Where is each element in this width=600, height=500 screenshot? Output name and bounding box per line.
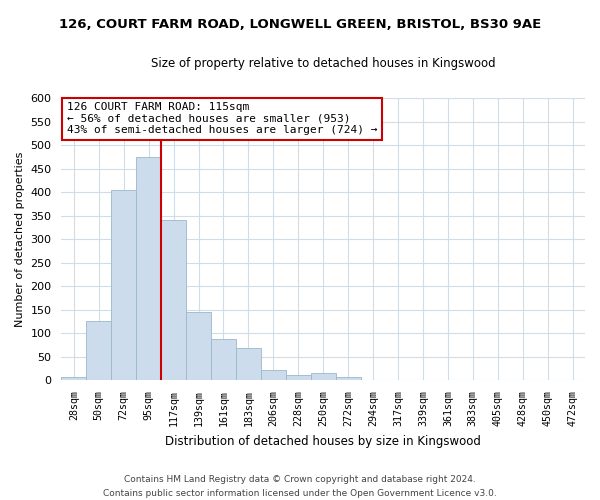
Text: Contains HM Land Registry data © Crown copyright and database right 2024.
Contai: Contains HM Land Registry data © Crown c… xyxy=(103,476,497,498)
Bar xyxy=(186,312,211,380)
X-axis label: Distribution of detached houses by size in Kingswood: Distribution of detached houses by size … xyxy=(165,434,481,448)
Bar xyxy=(261,370,286,380)
Bar xyxy=(335,377,361,380)
Bar xyxy=(311,373,335,380)
Bar xyxy=(61,376,86,380)
Text: 126, COURT FARM ROAD, LONGWELL GREEN, BRISTOL, BS30 9AE: 126, COURT FARM ROAD, LONGWELL GREEN, BR… xyxy=(59,18,541,30)
Bar xyxy=(111,190,136,380)
Bar xyxy=(161,220,186,380)
Bar xyxy=(286,375,311,380)
Y-axis label: Number of detached properties: Number of detached properties xyxy=(15,152,25,327)
Bar xyxy=(236,348,261,380)
Bar xyxy=(86,320,111,380)
Bar xyxy=(211,340,236,380)
Bar xyxy=(136,157,161,380)
Text: 126 COURT FARM ROAD: 115sqm
← 56% of detached houses are smaller (953)
43% of se: 126 COURT FARM ROAD: 115sqm ← 56% of det… xyxy=(67,102,377,136)
Title: Size of property relative to detached houses in Kingswood: Size of property relative to detached ho… xyxy=(151,58,496,70)
